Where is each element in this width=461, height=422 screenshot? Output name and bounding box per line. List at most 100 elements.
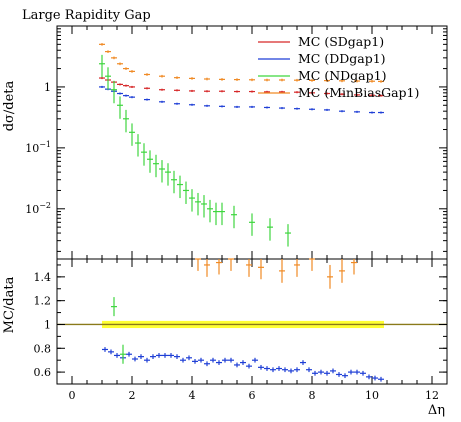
- x-tick-label: 4: [189, 389, 196, 402]
- data-point-NDgap1: [213, 202, 219, 226]
- legend: MC (SDgap1) MC (DDgap1) MC (NDgap1) MC (Min…: [258, 34, 419, 100]
- ratio-point-DDgap1: [378, 376, 384, 382]
- data-point-MinBiasGap1: [129, 70, 135, 73]
- data-point-NDgap1: [267, 218, 273, 241]
- legend-entry-DDgap1: MC (DDgap1): [258, 51, 386, 66]
- ratio-point-DDgap1: [300, 360, 306, 365]
- data-point-MinBiasGap1: [99, 43, 105, 46]
- ratio-point-DDgap1: [162, 353, 168, 358]
- ratio-point-DDgap1: [204, 361, 210, 367]
- data-point-DDgap1: [378, 111, 384, 114]
- data-point-DDgap1: [354, 110, 360, 113]
- data-point-NDgap1: [219, 202, 225, 226]
- ratio-point-DDgap1: [126, 351, 132, 357]
- ratio-point-NDgap1: [111, 297, 117, 317]
- ratio-point-DDgap1: [330, 368, 336, 374]
- ratio-point-DDgap1: [336, 372, 342, 377]
- data-point-MinBiasGap1: [159, 74, 165, 78]
- data-point-MinBiasGap1: [309, 79, 315, 82]
- data-point-MinBiasGap1: [189, 77, 195, 80]
- ratio-point-DDgap1: [294, 367, 300, 373]
- ratio-point-MinBiasGap1: [216, 259, 222, 275]
- data-point-NDgap1: [189, 189, 195, 212]
- data-point-SDgap1: [249, 90, 255, 93]
- data-point-DDgap1: [264, 106, 270, 109]
- data-point-DDgap1: [123, 94, 129, 97]
- data-point-SDgap1: [339, 93, 345, 96]
- data-point-SDgap1: [219, 90, 225, 93]
- series-MinBiasGap1: [99, 43, 384, 83]
- ratio-point-DDgap1: [282, 367, 288, 373]
- ratio-point-DDgap1: [264, 366, 270, 371]
- ratio-series-DDgap1: [102, 347, 384, 382]
- data-point-SDgap1: [159, 88, 165, 91]
- y-tick-label: 10−2: [25, 201, 51, 216]
- ratio-y-tick-label: 1: [44, 318, 51, 331]
- ratio-point-DDgap1: [276, 366, 282, 371]
- ratio-point-DDgap1: [156, 353, 162, 358]
- ratio-y-tick-label: 1.2: [34, 295, 52, 308]
- data-point-DDgap1: [309, 108, 315, 111]
- data-point-MinBiasGap1: [354, 79, 360, 83]
- series-NDgap1: [99, 54, 291, 247]
- data-point-SDgap1: [99, 76, 105, 80]
- ratio-point-DDgap1: [372, 375, 378, 381]
- ratio-point-DDgap1: [222, 357, 228, 363]
- data-point-SDgap1: [204, 90, 210, 93]
- data-point-SDgap1: [144, 87, 150, 90]
- ratio-point-MinBiasGap1: [327, 264, 333, 289]
- data-point-NDgap1: [135, 134, 141, 157]
- data-point-NDgap1: [177, 175, 183, 199]
- y-tick-exponent: −2: [39, 201, 51, 210]
- ratio-point-DDgap1: [348, 369, 354, 375]
- y-axis-label: dσ/deta: [2, 80, 17, 131]
- ratio-point-DDgap1: [174, 354, 180, 359]
- legend-label-NDgap1: MC (NDgap1): [298, 68, 386, 83]
- data-point-NDgap1: [105, 67, 111, 90]
- ratio-y-tick-label: 1.4: [34, 271, 52, 284]
- ratio-point-NDgap1: [120, 344, 126, 364]
- series-SDgap1: [99, 76, 384, 97]
- legend-entry-NDgap1: MC (NDgap1): [258, 68, 386, 83]
- data-point-NDgap1: [171, 170, 177, 194]
- ratio-point-DDgap1: [102, 347, 108, 352]
- ratio-point-DDgap1: [216, 360, 222, 365]
- data-point-MinBiasGap1: [234, 78, 240, 81]
- data-point-NDgap1: [117, 96, 123, 119]
- ratio-point-MinBiasGap1: [228, 258, 234, 271]
- ratio-point-DDgap1: [210, 357, 216, 363]
- data-point-DDgap1: [117, 92, 123, 95]
- data-point-NDgap1: [207, 199, 213, 223]
- data-point-DDgap1: [294, 107, 300, 110]
- data-point-MinBiasGap1: [324, 79, 330, 82]
- y-tick-label: 10−1: [25, 140, 51, 155]
- data-point-MinBiasGap1: [249, 78, 255, 82]
- ratio-point-DDgap1: [168, 353, 174, 358]
- ratio-point-DDgap1: [360, 370, 366, 376]
- data-point-DDgap1: [249, 105, 255, 108]
- data-point-NDgap1: [201, 195, 207, 218]
- data-point-NDgap1: [195, 192, 201, 216]
- data-point-MinBiasGap1: [264, 78, 270, 82]
- ratio-point-MinBiasGap1: [195, 258, 201, 271]
- data-point-MinBiasGap1: [204, 77, 210, 81]
- data-point-MinBiasGap1: [174, 76, 180, 80]
- x-tick-label: 0: [69, 389, 76, 402]
- y-tick-exponent: −1: [39, 140, 51, 149]
- data-point-NDgap1: [159, 160, 165, 183]
- ratio-point-DDgap1: [138, 354, 144, 359]
- data-point-SDgap1: [129, 85, 135, 89]
- data-point-DDgap1: [279, 107, 285, 110]
- ratio-point-DDgap1: [114, 353, 120, 358]
- data-point-DDgap1: [234, 105, 240, 108]
- ratio-y-tick-label: 0.8: [34, 342, 52, 355]
- data-point-NDgap1: [249, 213, 255, 236]
- data-point-NDgap1: [123, 109, 129, 133]
- data-point-DDgap1: [144, 98, 150, 101]
- data-point-NDgap1: [165, 163, 171, 186]
- data-point-MinBiasGap1: [144, 73, 150, 76]
- ratio-point-DDgap1: [132, 356, 138, 362]
- legend-label-DDgap1: MC (DDgap1): [298, 51, 386, 66]
- ratio-point-MinBiasGap1: [279, 259, 285, 283]
